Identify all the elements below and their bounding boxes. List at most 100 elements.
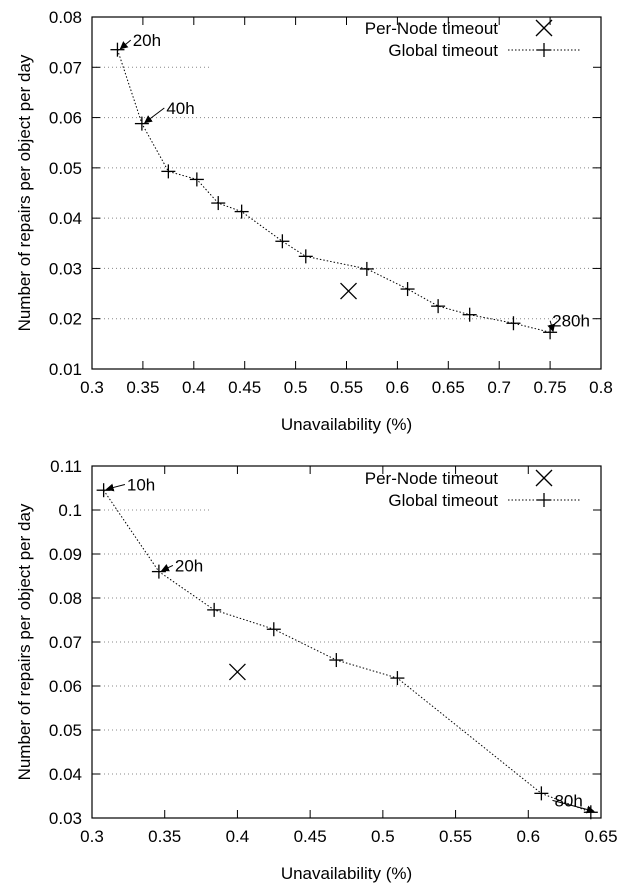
x-tick-label: 0.55	[330, 378, 363, 397]
legend: Per-Node timeout Global timeout	[365, 469, 580, 510]
gridlines	[92, 66, 601, 320]
annotation-label: 20h	[133, 31, 161, 50]
x-axis-label: Unavailability (%)	[281, 415, 412, 434]
annotation-arrow	[119, 39, 132, 50]
data-point	[506, 316, 521, 331]
data-point	[110, 42, 125, 57]
legend-marker	[537, 493, 551, 507]
y-axis-label: Number of repairs per object per day	[15, 54, 34, 331]
y-tick-label: 0.05	[49, 721, 82, 740]
annotation: 20h	[160, 556, 203, 575]
annotation-label: 20h	[175, 556, 203, 575]
annotation-arrow	[105, 483, 126, 492]
x-tick-label: 0.7	[487, 378, 511, 397]
annotation-label: 280h	[552, 312, 590, 331]
y-tick-label: 0.06	[49, 677, 82, 696]
data-point	[151, 564, 166, 579]
chart-panel-2: 0.3 0.35 0.4 0.45 0.5 0.55 0.6 0.65 0.03 0.04 0.05…	[15, 457, 618, 883]
x-tick-label: 0.3	[80, 378, 104, 397]
x-tick-label: 0.5	[371, 827, 395, 846]
legend-label: Per-Node timeout	[365, 19, 499, 38]
data-point	[534, 786, 549, 801]
series-per-node-timeout	[228, 663, 246, 681]
y-tick-label: 0.04	[49, 765, 82, 784]
x-tick-label: 0.65	[584, 827, 617, 846]
data-point	[329, 653, 344, 668]
x-tick-label: 0.4	[182, 378, 206, 397]
x-tick-label: 0.45	[294, 827, 327, 846]
x-tick-label: 0.55	[439, 827, 472, 846]
gridlines	[92, 509, 601, 775]
x-tick-label: 0.3	[80, 827, 104, 846]
y-tick-label: 0.06	[49, 109, 82, 128]
y-tick-label: 0.01	[49, 360, 82, 379]
data-point	[96, 483, 111, 498]
y-tick-label: 0.08	[49, 589, 82, 608]
x-tick-label: 0.8	[589, 378, 613, 397]
y-tick-label: 0.08	[49, 8, 82, 27]
y-tick-label: 0.05	[49, 159, 82, 178]
annotation: 10h	[105, 475, 155, 494]
data-point	[359, 261, 374, 276]
data-point	[431, 299, 446, 314]
annotation: 40h	[144, 99, 195, 124]
y-tick-label: 0.02	[49, 310, 82, 329]
y-tick-label: 0.07	[49, 58, 82, 77]
data-point	[266, 622, 281, 637]
data-point	[462, 307, 477, 322]
legend-label: Global timeout	[388, 491, 498, 510]
x-axis-label: Unavailability (%)	[281, 864, 412, 883]
annotation-arrow	[160, 564, 174, 572]
series-global-timeout	[96, 483, 598, 820]
annotation-label: 80h	[554, 791, 582, 810]
annotation-label: 40h	[166, 99, 194, 118]
series-line	[103, 489, 591, 813]
data-point	[189, 172, 204, 187]
chart-panel-1: 0.3 0.35 0.4 0.45 0.5 0.55 0.6 0.65 0.7 0.75 0.8 0.…	[15, 8, 613, 434]
y-tick-label: 0.1	[58, 501, 82, 520]
annotation: 20h	[119, 31, 161, 50]
legend-marker	[537, 43, 551, 57]
y-tick-label: 0.03	[49, 809, 82, 828]
legend-label: Global timeout	[388, 41, 498, 60]
x-tick-label: 0.6	[516, 827, 540, 846]
x-tick-label: 0.35	[126, 378, 159, 397]
x-tick-label: 0.45	[228, 378, 261, 397]
annotation: 280h	[547, 312, 590, 333]
y-tick-label: 0.09	[49, 545, 82, 564]
x-tick-label: 0.5	[284, 378, 308, 397]
data-point	[134, 116, 149, 131]
series-per-node-timeout	[340, 282, 357, 300]
legend-marker	[535, 469, 553, 487]
data-point	[340, 282, 357, 300]
legend: Per-Node timeout Global timeout	[365, 19, 580, 60]
data-point	[275, 234, 290, 249]
y-tick-label: 0.11	[50, 457, 82, 476]
data-point	[298, 249, 313, 264]
series-global-timeout	[110, 42, 558, 340]
legend-label: Per-Node timeout	[365, 469, 499, 488]
x-tick-label: 0.6	[386, 378, 410, 397]
data-point	[228, 663, 246, 681]
annotation: 80h	[552, 791, 595, 814]
y-tick-label: 0.03	[49, 259, 82, 278]
y-tick-label: 0.07	[49, 633, 82, 652]
series-line	[117, 49, 551, 333]
data-point	[161, 164, 176, 179]
plot-frame	[91, 16, 602, 370]
data-point	[234, 204, 249, 219]
x-tick-label: 0.65	[432, 378, 465, 397]
annotation-arrow	[144, 107, 165, 124]
annotation-arrow	[547, 320, 556, 333]
y-tick-label: 0.04	[49, 209, 82, 228]
data-point	[390, 671, 405, 686]
annotation-label: 10h	[127, 475, 155, 494]
data-point	[211, 196, 226, 211]
data-point	[207, 602, 222, 617]
annotation-arrow	[552, 799, 595, 814]
x-tick-label: 0.75	[534, 378, 567, 397]
data-point	[400, 282, 415, 297]
y-axis-label: Number of repairs per object per day	[15, 503, 34, 780]
